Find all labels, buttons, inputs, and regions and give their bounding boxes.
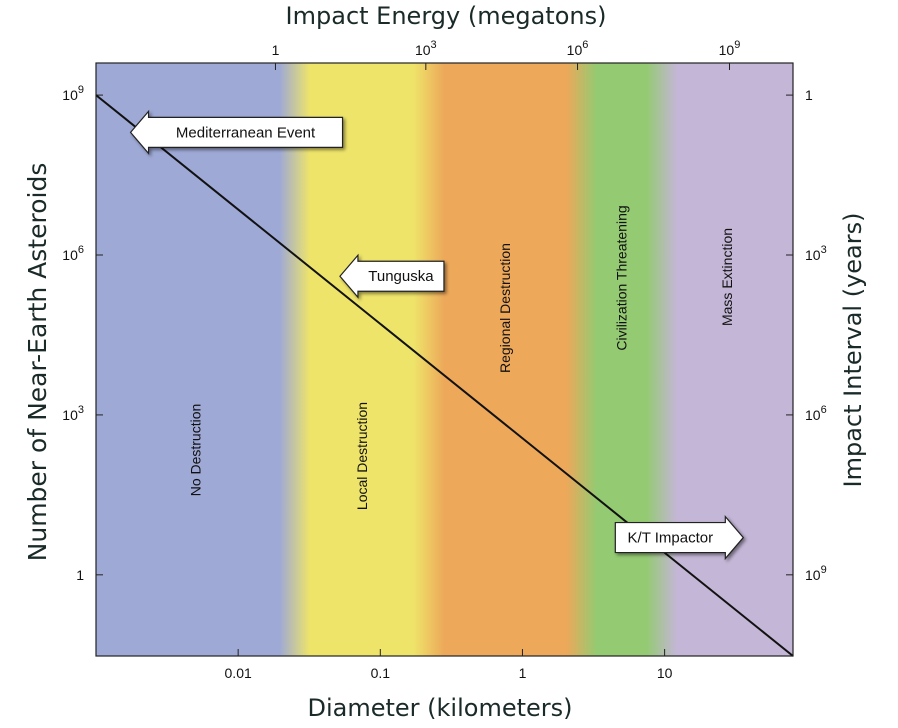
x-tick-label: 1 <box>519 665 527 681</box>
x-tick-label: 0.1 <box>371 665 391 681</box>
x-axis-title: Diameter (kilometers) <box>307 694 572 722</box>
right-tick-label: 103 <box>805 244 827 263</box>
top-tick-label: 109 <box>719 39 741 58</box>
x-tick-label: 0.01 <box>225 665 252 681</box>
right-axis-title: Impact Interval (years) <box>839 213 867 488</box>
y-tick-label: 1 <box>76 567 84 583</box>
callouts: Mediterranean Event Tunguska K/T Impactor <box>129 109 745 561</box>
y-tick-label: 109 <box>62 84 84 103</box>
callout-k-t-impactor: K/T Impactor <box>614 514 745 561</box>
y-tick-label: 103 <box>62 404 84 423</box>
callout-mediterranean-event: Mediterranean Event <box>129 109 344 155</box>
callout-label: K/T Impactor <box>628 530 714 547</box>
callout-tunguska: Tunguska <box>339 253 445 299</box>
callout-label: Tunguska <box>368 268 434 285</box>
right-tick-label: 106 <box>805 404 827 423</box>
right-tick-label: 109 <box>805 564 827 583</box>
zone-labels: No Destruction Local Destruction Regional … <box>187 205 735 510</box>
callout-arrow <box>129 109 344 155</box>
top-tick-label: 103 <box>415 39 437 58</box>
plot-frame <box>95 62 794 657</box>
zone-label: Local Destruction <box>354 402 370 510</box>
zone-label: No Destruction <box>187 404 203 497</box>
plot-area-background <box>96 63 793 656</box>
zone-label: Civilization Threatening <box>614 205 630 350</box>
callout-arrow <box>614 514 745 561</box>
y-tick-label: 106 <box>62 244 84 263</box>
y-axis-title: Number of Near-Earth Asteroids <box>23 163 52 562</box>
x-tick-label: 10 <box>657 665 673 681</box>
axis-ticks: 0.01 0.1 1 10 1 103 106 109 109 106 103 1 1 103 106 109 <box>62 39 826 681</box>
callout-label: Mediterranean Event <box>176 124 316 141</box>
top-axis-title: Impact Energy (megatons) <box>286 2 607 30</box>
trend-line <box>95 94 794 657</box>
right-tick-label: 1 <box>805 87 813 103</box>
top-tick-label: 1 <box>272 42 280 58</box>
zone-label: Mass Extinction <box>719 228 735 326</box>
callout-arrow <box>339 253 445 299</box>
zone-label: Regional Destruction <box>497 243 513 373</box>
top-tick-label: 106 <box>567 39 589 58</box>
